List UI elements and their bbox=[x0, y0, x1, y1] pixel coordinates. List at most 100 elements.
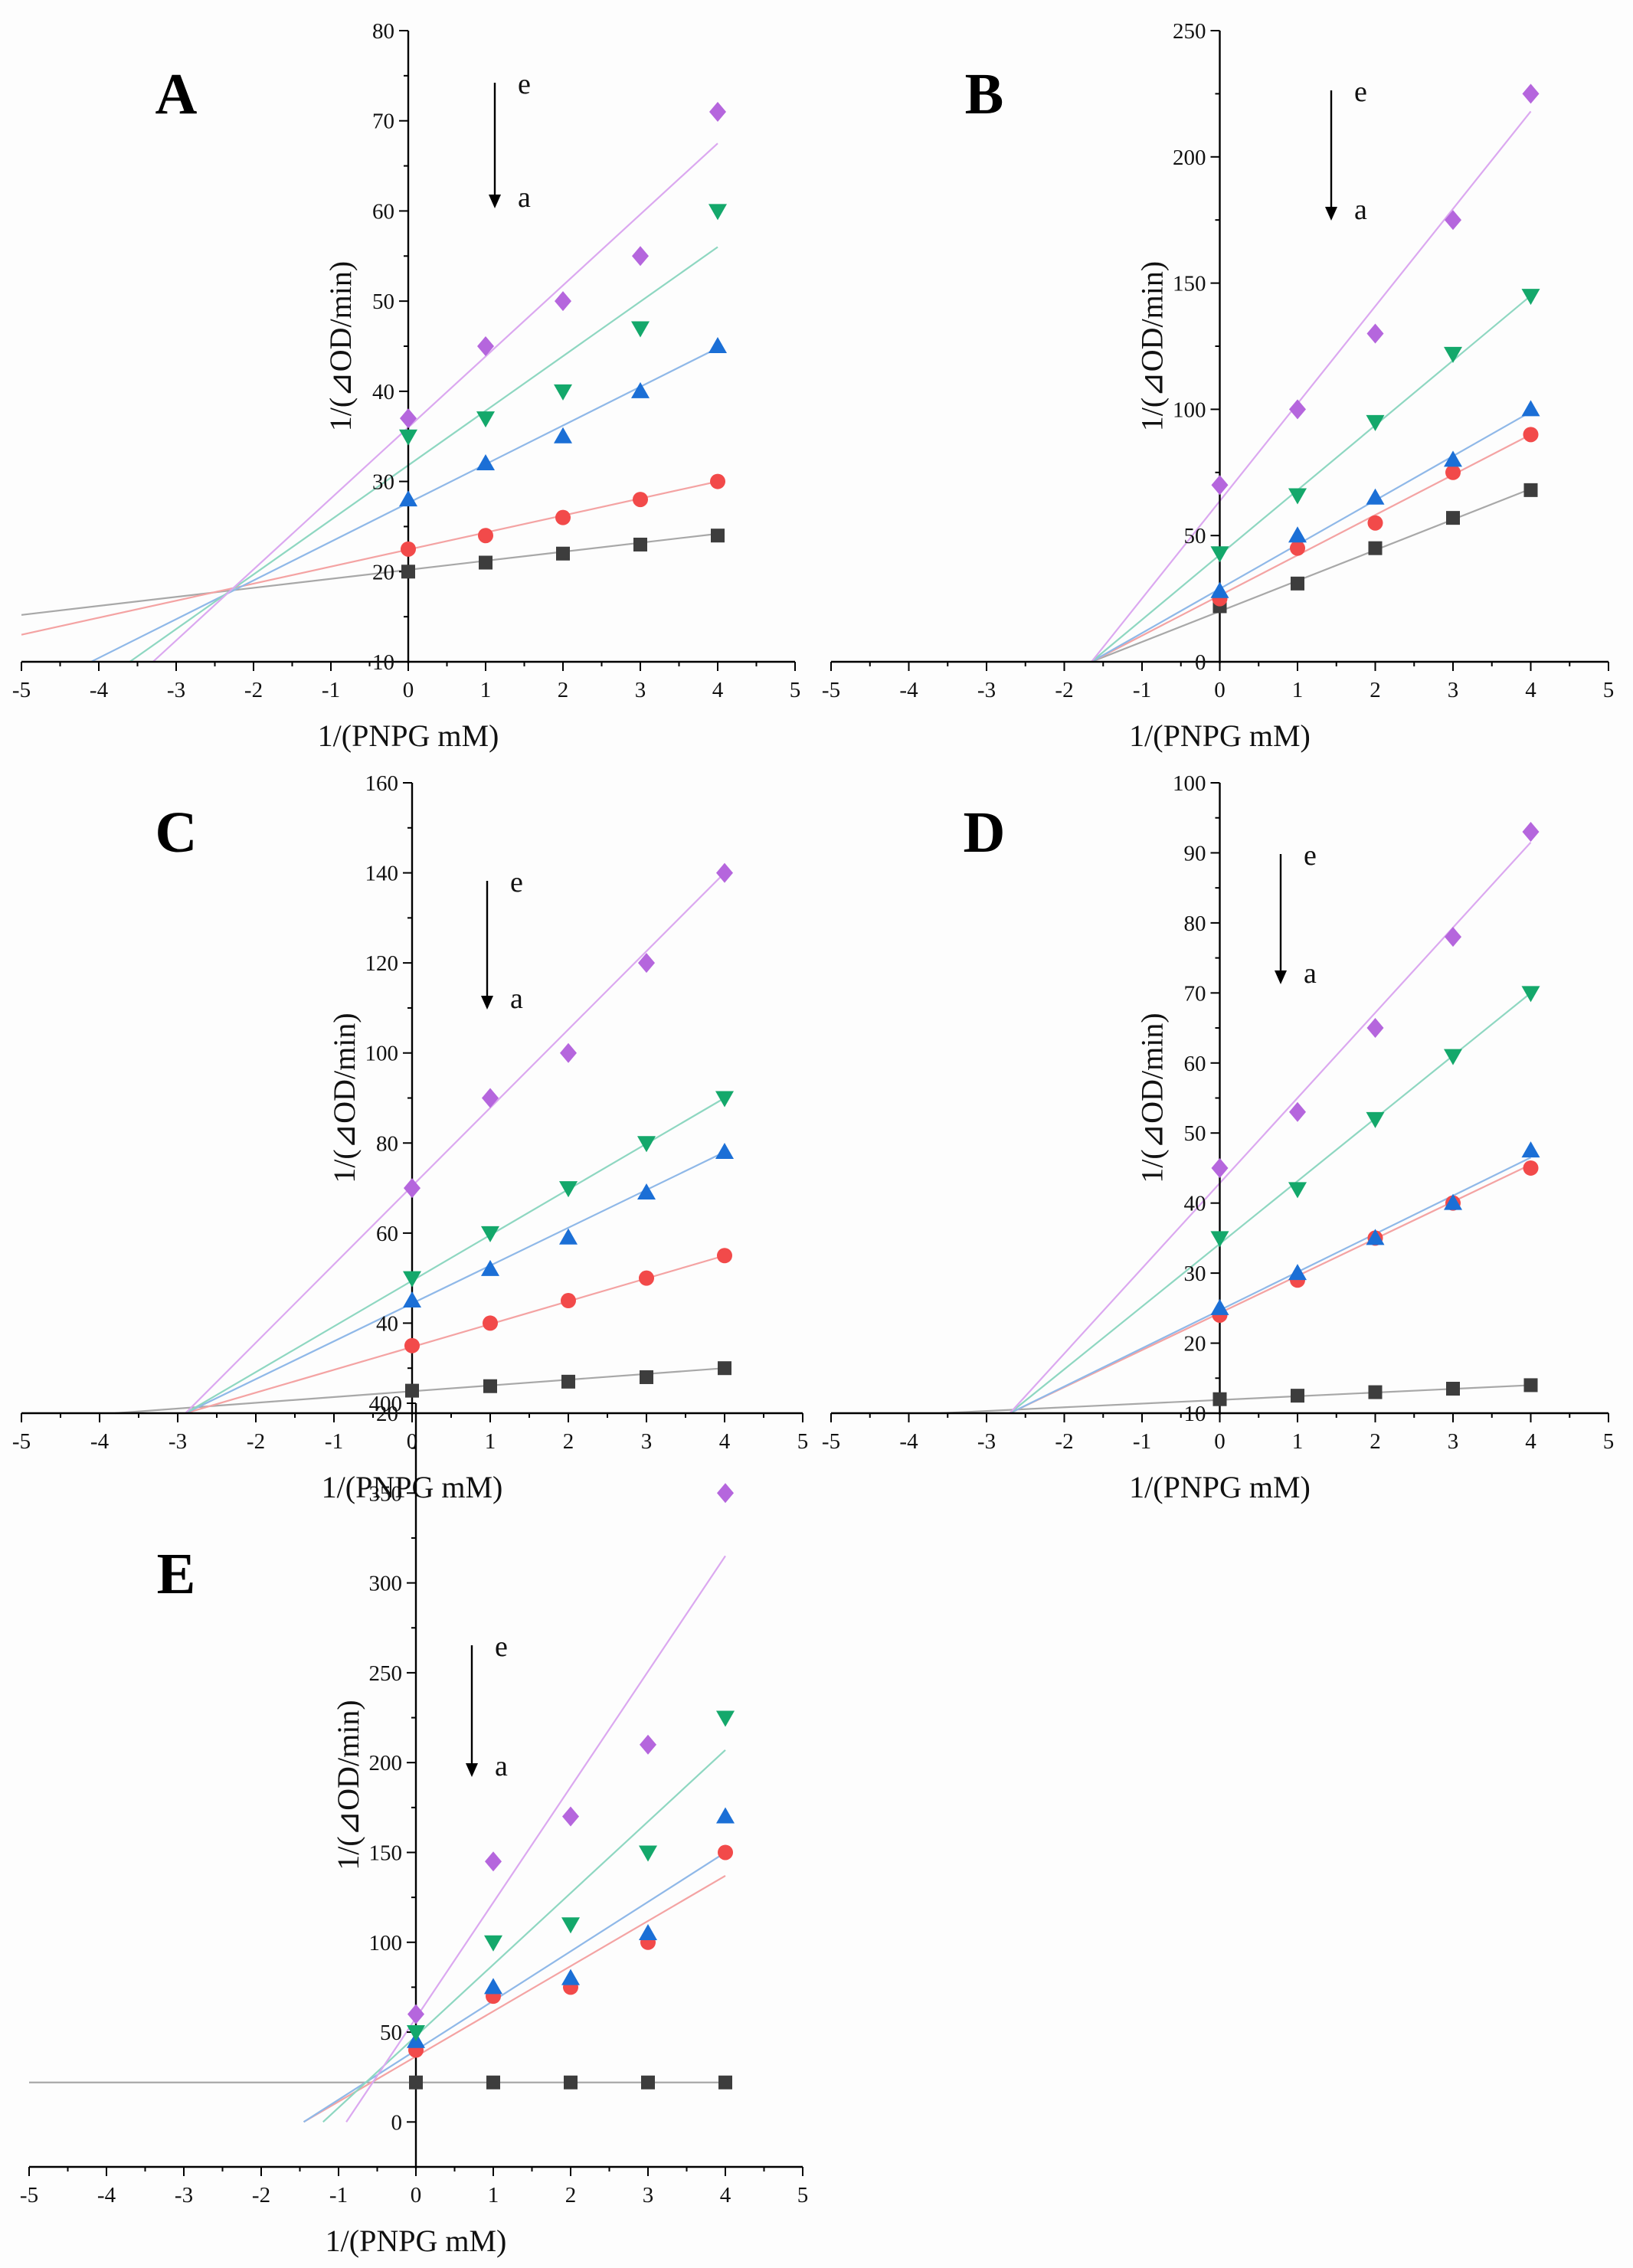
data-point-d bbox=[1521, 289, 1540, 306]
x-tick-label: -1 bbox=[329, 2183, 348, 2207]
data-point-a bbox=[405, 1383, 419, 1398]
fit-line-b bbox=[303, 1875, 726, 2123]
y-tick-label: 250 bbox=[369, 1661, 403, 1686]
x-tick-label: -2 bbox=[1055, 678, 1073, 702]
x-tick-label: -2 bbox=[244, 678, 263, 702]
y-tick-label: 30 bbox=[1184, 1262, 1206, 1286]
y-tick-label: 100 bbox=[365, 1042, 399, 1066]
data-point-e bbox=[1211, 1157, 1229, 1178]
arrow-label-top: e bbox=[510, 866, 523, 898]
data-point-b bbox=[639, 1270, 654, 1286]
data-point-d bbox=[1444, 1049, 1462, 1065]
data-point-a bbox=[401, 565, 415, 579]
data-point-c bbox=[1521, 1141, 1540, 1158]
data-point-d bbox=[484, 1935, 502, 1952]
arrow-label-top: e bbox=[518, 68, 531, 100]
data-point-d bbox=[1366, 414, 1385, 431]
x-tick-label: 1 bbox=[1292, 678, 1304, 702]
fit-line-d bbox=[129, 246, 718, 663]
x-axis-title: 1/(PNPG mM) bbox=[1129, 1470, 1311, 1504]
y-tick-label: 100 bbox=[369, 1931, 403, 1955]
data-point-d bbox=[481, 1226, 499, 1242]
fit-line-a bbox=[1091, 488, 1531, 663]
y-tick-label: 60 bbox=[372, 199, 394, 224]
x-tick-label: 1 bbox=[480, 678, 492, 702]
x-tick-label: -5 bbox=[822, 1429, 840, 1454]
data-point-c bbox=[1366, 1229, 1385, 1245]
x-tick-label: -4 bbox=[899, 1429, 918, 1454]
data-point-e bbox=[482, 1088, 499, 1108]
data-point-e bbox=[1289, 1101, 1306, 1122]
x-tick-label: -1 bbox=[1133, 678, 1151, 702]
arrow-label-top: e bbox=[1304, 839, 1317, 872]
fit-line-c bbox=[1009, 1157, 1531, 1414]
y-tick-label: 300 bbox=[369, 1572, 403, 1596]
y-tick-label: 40 bbox=[372, 380, 394, 404]
fit-line-e bbox=[152, 142, 718, 663]
data-point-d bbox=[715, 1091, 734, 1108]
fit-line-d bbox=[1009, 992, 1532, 1414]
x-tick-label: 4 bbox=[1525, 678, 1536, 702]
x-tick-label: -1 bbox=[322, 678, 340, 702]
data-point-d bbox=[1521, 986, 1540, 1003]
arrow-label-bottom: a bbox=[1354, 194, 1367, 226]
panel-letter: D bbox=[964, 800, 1006, 865]
y-axis-title: 1/(⊿OD/min) bbox=[323, 261, 358, 431]
arrow-head bbox=[1275, 970, 1287, 984]
x-tick-label: -4 bbox=[899, 678, 918, 702]
y-tick-label: 60 bbox=[1184, 1052, 1206, 1076]
data-point-b bbox=[483, 1315, 498, 1331]
data-point-c bbox=[639, 1924, 657, 1941]
x-tick-label: 3 bbox=[641, 1429, 653, 1454]
x-tick-label: -5 bbox=[20, 2183, 38, 2207]
data-point-e bbox=[555, 291, 571, 312]
data-point-b bbox=[633, 492, 648, 508]
y-tick-label: 40 bbox=[1184, 1192, 1206, 1216]
y-tick-label: 70 bbox=[372, 110, 394, 134]
chart-panel-d: -5 -4 -3 -2 -1 0 1 2 3 4 5 10 20 30 40 50 60 70 80 90 100 1/(… bbox=[822, 771, 1614, 1504]
data-point-c bbox=[1288, 1264, 1307, 1281]
data-point-a bbox=[1446, 1381, 1460, 1396]
data-point-a bbox=[486, 2075, 500, 2090]
chart-panel-a: -5 -4 -3 -2 -1 0 1 2 3 4 5 10 20 30 40 50 60 70 80 1/(PNPG … bbox=[12, 19, 800, 753]
x-tick-label: -1 bbox=[325, 1429, 343, 1454]
data-point-b bbox=[718, 1844, 733, 1861]
x-tick-label: 1 bbox=[485, 1429, 496, 1454]
data-point-a bbox=[1212, 1392, 1227, 1406]
data-point-e bbox=[717, 1483, 734, 1504]
x-tick-label: -4 bbox=[97, 2183, 116, 2207]
data-point-c bbox=[554, 427, 572, 443]
x-tick-label: 5 bbox=[797, 2183, 809, 2207]
data-point-e bbox=[400, 408, 417, 429]
arrow-label-bottom: a bbox=[518, 182, 531, 214]
y-tick-label: 250 bbox=[1173, 19, 1206, 44]
x-tick-label: 0 bbox=[1214, 1429, 1226, 1454]
data-point-d bbox=[399, 429, 417, 446]
y-tick-label: 10 bbox=[1184, 1402, 1206, 1426]
x-tick-label: -3 bbox=[167, 678, 185, 702]
x-tick-label: 0 bbox=[1214, 678, 1226, 702]
fit-line-e bbox=[185, 872, 725, 1414]
x-tick-label: 2 bbox=[558, 678, 569, 702]
x-tick-label: 3 bbox=[643, 2183, 654, 2207]
data-point-e bbox=[562, 1806, 579, 1827]
data-point-c bbox=[476, 454, 495, 471]
y-tick-label: 150 bbox=[369, 1841, 403, 1865]
y-tick-label: 80 bbox=[1184, 911, 1206, 936]
data-point-c bbox=[1444, 1193, 1462, 1210]
data-point-d bbox=[716, 1710, 735, 1727]
arrow-label-bottom: a bbox=[510, 983, 523, 1015]
y-axis-title: 1/(⊿OD/min) bbox=[1135, 1013, 1170, 1183]
data-point-a bbox=[641, 2075, 655, 2090]
data-point-e bbox=[1366, 1018, 1384, 1039]
data-point-b bbox=[561, 1293, 576, 1309]
y-tick-label: 40 bbox=[376, 1311, 398, 1336]
x-tick-label: 1 bbox=[1292, 1429, 1304, 1454]
y-tick-label: 120 bbox=[365, 951, 399, 976]
data-point-e bbox=[1445, 210, 1461, 231]
arrow-head bbox=[489, 195, 501, 208]
y-tick-label: 50 bbox=[1184, 524, 1206, 548]
y-tick-label: 50 bbox=[1184, 1121, 1206, 1146]
data-point-d bbox=[639, 1845, 657, 1862]
